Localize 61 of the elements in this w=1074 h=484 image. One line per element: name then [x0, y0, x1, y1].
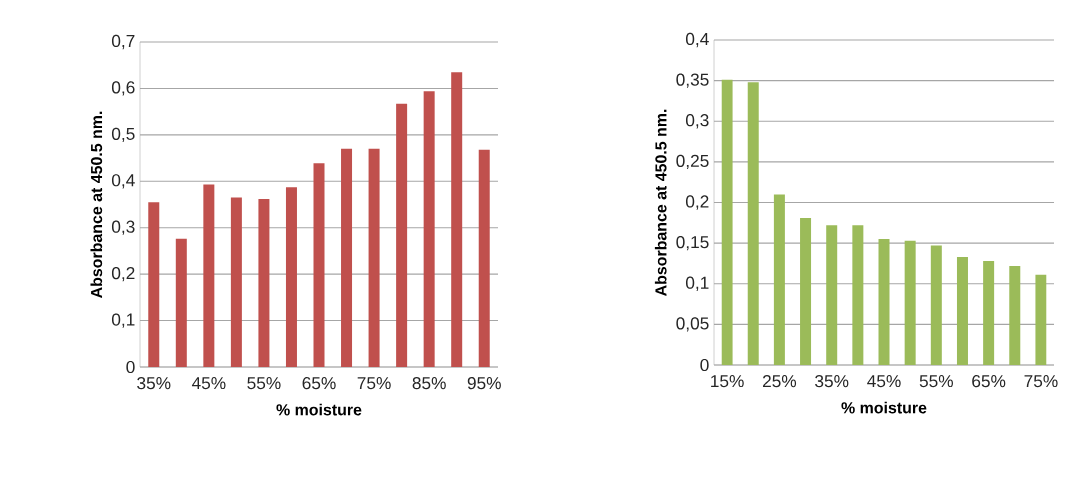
x-tick-label: 15% [711, 375, 744, 388]
bar [478, 149, 490, 367]
bar [148, 202, 160, 367]
bar [800, 217, 812, 365]
x-tick-label: 35% [137, 377, 171, 390]
y-tick-label: 0,5 [111, 127, 135, 142]
bar [230, 197, 242, 367]
y-axis-title: Absorbance at 450.5 nm. [654, 109, 667, 297]
bar [904, 240, 916, 365]
bar [396, 103, 408, 367]
bar [826, 225, 838, 365]
bar [747, 82, 759, 365]
y-tick-label: 0,3 [685, 114, 709, 129]
bar [341, 148, 353, 367]
x-axis-title: % moisture [276, 403, 362, 416]
bar [313, 163, 325, 367]
bar [852, 225, 864, 365]
x-tick-label: 55% [919, 375, 953, 388]
x-tick-label: 75% [1024, 375, 1058, 388]
bar [930, 245, 942, 365]
y-tick-label: 0,1 [685, 276, 709, 291]
y-tick-label: 0 [700, 358, 709, 372]
x-tick-label: 25% [762, 375, 797, 388]
bar [983, 261, 995, 365]
x-tick-label: 45% [191, 377, 226, 390]
y-tick-label: 0 [126, 360, 135, 374]
bar [1035, 274, 1047, 365]
x-tick-label: 55% [247, 377, 281, 390]
y-tick-label: 0,35 [676, 73, 709, 88]
y-tick-label: 0,2 [685, 195, 709, 210]
y-tick-label: 0,25 [676, 154, 709, 170]
bar [451, 72, 463, 367]
x-tick-label: 65% [972, 375, 1006, 388]
bar [878, 239, 890, 365]
bar [956, 256, 968, 365]
y-tick-label: 0,3 [111, 220, 135, 235]
bar [285, 187, 297, 367]
bar [368, 148, 380, 367]
x-tick-label: 95% [467, 377, 501, 390]
y-axis-title: Absorbance at 450.5 nm. [90, 111, 103, 299]
y-tick-label: 0,4 [685, 32, 709, 48]
bar [1009, 265, 1021, 365]
y-tick-label: 0,15 [676, 235, 709, 251]
x-tick-label: 85% [412, 377, 446, 390]
x-tick-label: 65% [302, 377, 336, 390]
x-axis-title: % moisture [841, 401, 927, 414]
bar [258, 198, 270, 367]
bar [423, 91, 435, 367]
x-tick-label: 75% [357, 377, 391, 390]
bar [175, 238, 187, 367]
y-tick-label: 0,7 [111, 34, 135, 50]
bar [721, 79, 733, 365]
y-tick-label: 0,05 [676, 317, 709, 332]
y-tick-label: 0,1 [111, 313, 135, 328]
x-tick-label: 45% [867, 375, 901, 388]
y-tick-label: 0,4 [111, 174, 135, 189]
y-tick-label: 0,2 [111, 267, 135, 282]
bar [773, 194, 785, 365]
x-tick-label: 35% [815, 375, 849, 388]
y-tick-label: 0,6 [111, 81, 135, 96]
bar [203, 184, 215, 367]
